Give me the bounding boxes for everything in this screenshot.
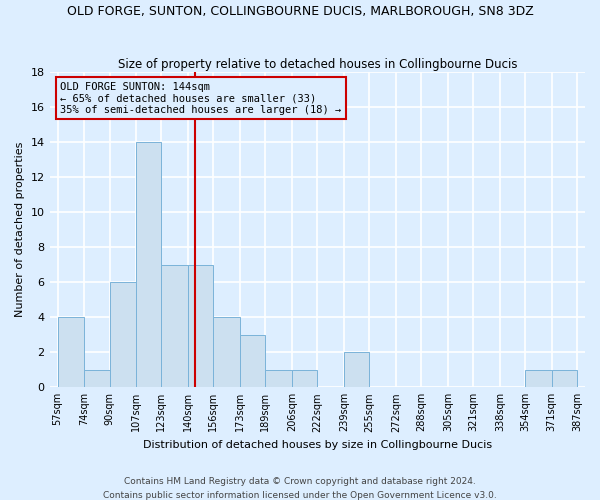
Bar [265, 370, 292, 388]
Bar [58, 318, 85, 388]
Title: Size of property relative to detached houses in Collingbourne Ducis: Size of property relative to detached ho… [118, 58, 517, 71]
Bar [85, 370, 110, 388]
Bar [214, 318, 240, 388]
Text: OLD FORGE SUNTON: 144sqm
← 65% of detached houses are smaller (33)
35% of semi-d: OLD FORGE SUNTON: 144sqm ← 65% of detach… [60, 82, 341, 115]
Bar [292, 370, 317, 388]
Y-axis label: Number of detached properties: Number of detached properties [15, 142, 25, 318]
Bar [110, 282, 136, 388]
Bar [240, 335, 265, 388]
Text: Contains HM Land Registry data © Crown copyright and database right 2024.
Contai: Contains HM Land Registry data © Crown c… [103, 478, 497, 500]
Bar [552, 370, 577, 388]
Bar [344, 352, 369, 388]
X-axis label: Distribution of detached houses by size in Collingbourne Ducis: Distribution of detached houses by size … [143, 440, 492, 450]
Bar [525, 370, 552, 388]
Bar [188, 265, 214, 388]
Bar [136, 142, 161, 388]
Bar [161, 265, 188, 388]
Text: OLD FORGE, SUNTON, COLLINGBOURNE DUCIS, MARLBOROUGH, SN8 3DZ: OLD FORGE, SUNTON, COLLINGBOURNE DUCIS, … [67, 5, 533, 18]
